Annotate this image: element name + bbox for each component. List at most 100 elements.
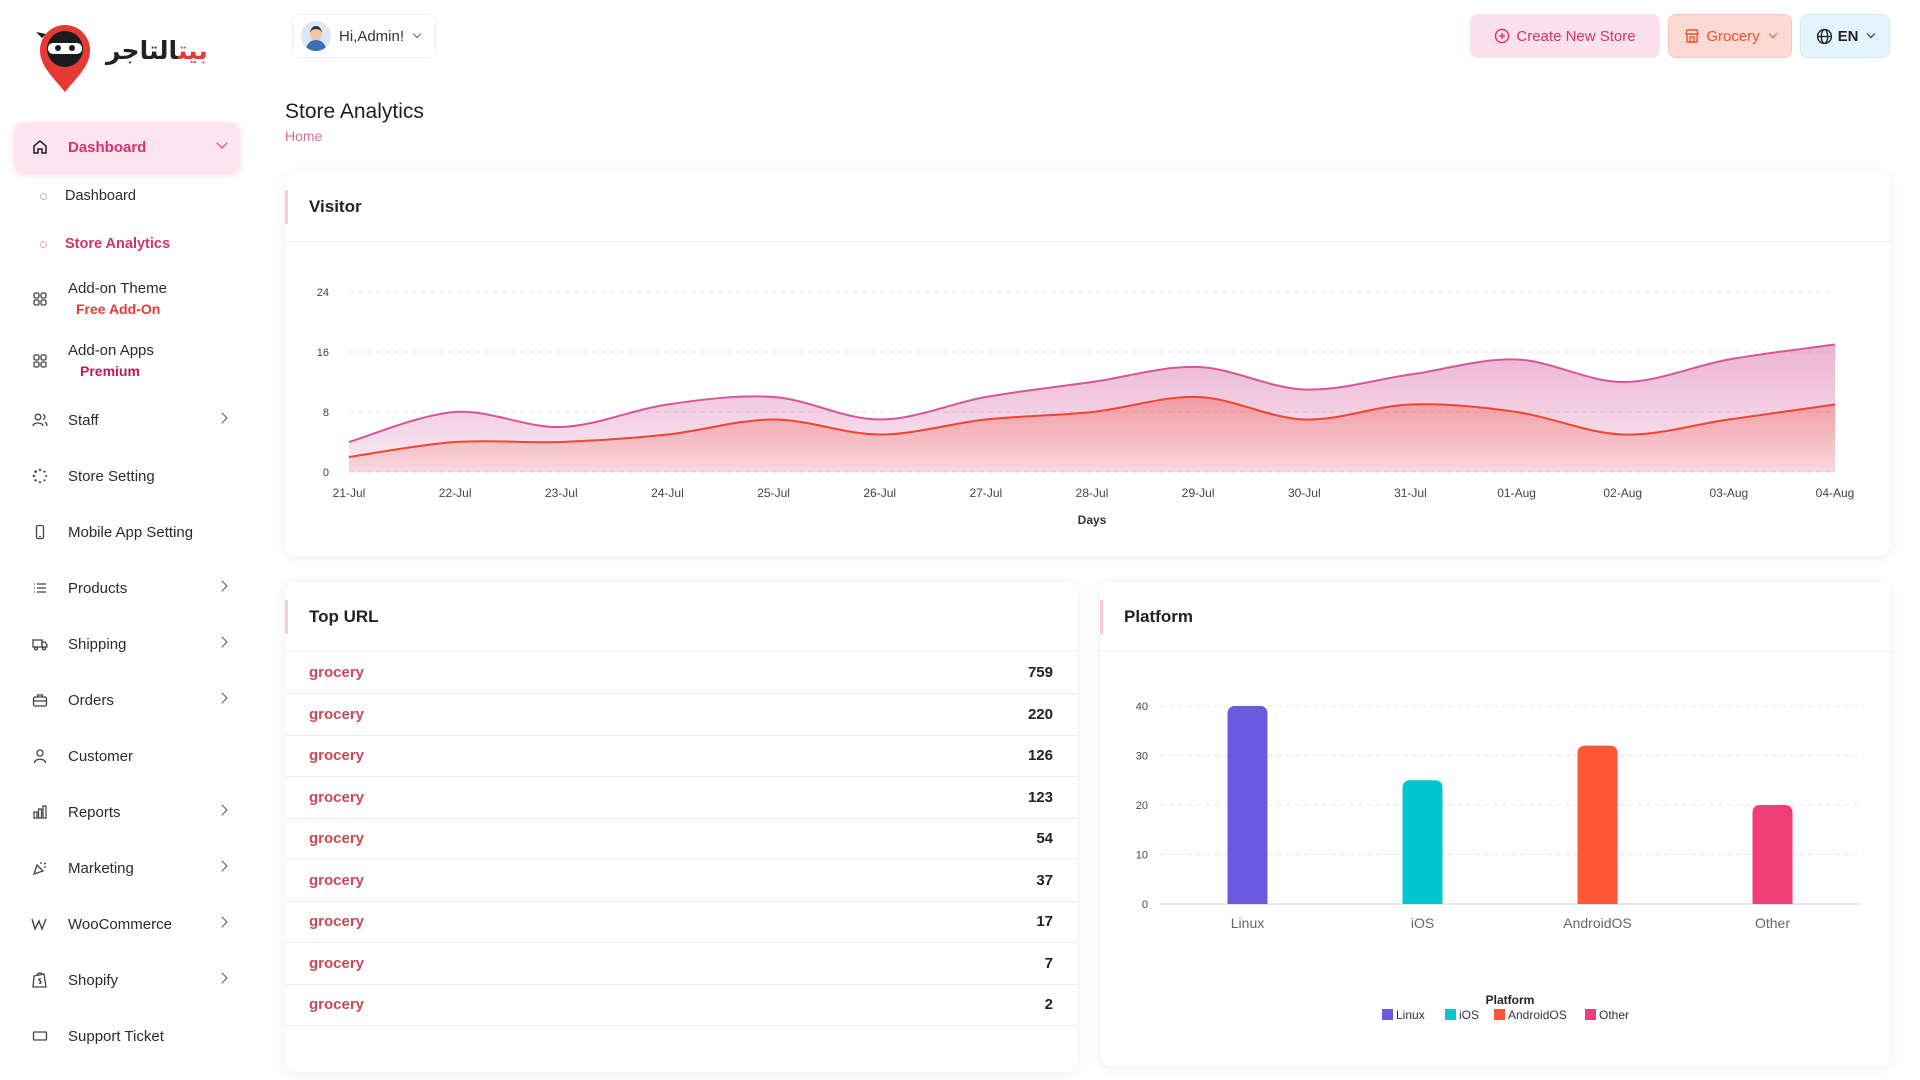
url-link[interactable]: grocery	[309, 788, 365, 806]
home-icon	[30, 137, 50, 157]
series-area	[349, 396, 1835, 472]
y-tick-label: 30	[1136, 751, 1148, 763]
sidebar-item-label: Shipping	[68, 635, 127, 653]
url-link[interactable]: grocery	[309, 664, 365, 681]
table-row: grocery 759	[285, 652, 1077, 694]
url-link[interactable]: grocery	[309, 747, 365, 765]
sidebar-item-customer[interactable]: Customer	[14, 728, 240, 784]
x-tick-label: 23-Jul	[545, 486, 578, 500]
y-tick-label: 0	[323, 467, 329, 479]
sidebar: بيتالتاجر Dashboard Dashboard Store Anal…	[0, 0, 254, 1080]
sidebar-item-label: Reports	[68, 803, 121, 821]
brand-name-dark: التاجر	[106, 36, 178, 65]
x-tick-label: 30-Jul	[1288, 486, 1321, 500]
user-menu-button[interactable]: Hi,Admin!	[292, 14, 436, 58]
chevron-right-icon	[216, 692, 228, 704]
table-row: grocery 220	[285, 694, 1077, 735]
table-row: grocery 126	[285, 735, 1077, 777]
brand-logo[interactable]: بيتالتاجر	[34, 18, 214, 94]
y-tick-label: 0	[1142, 899, 1148, 911]
chevron-right-icon	[216, 804, 228, 816]
sidebar-subitem-store-analytics[interactable]: Store Analytics	[14, 220, 240, 268]
url-link[interactable]: grocery	[309, 871, 365, 889]
plus-circle-icon	[1495, 28, 1510, 44]
circle-bullet-icon	[40, 192, 47, 200]
create-new-store-button[interactable]: Create New Store	[1470, 14, 1660, 58]
x-tick-label: 22-Jul	[439, 486, 472, 500]
sidebar-item-shipping[interactable]: Shipping	[14, 616, 240, 672]
sidebar-item-mobile-app-setting[interactable]: Mobile App Setting	[14, 504, 240, 560]
url-link[interactable]: grocery	[309, 705, 365, 723]
sidebar-item-label: Store Setting	[68, 467, 155, 485]
url-link[interactable]: grocery	[309, 913, 365, 931]
top-url-table: grocery 759 grocery 220 grocery 126 grocery…	[285, 652, 1077, 1026]
avatar	[301, 21, 331, 51]
briefcase-icon	[30, 690, 50, 710]
y-tick-label: 8	[323, 407, 329, 419]
chevron-down-icon	[1768, 29, 1777, 39]
chevron-right-icon	[216, 580, 228, 592]
visitor-area-chart: 0 8 16 24 21-Jul 22-Jul 23-Jul 24-Jul 25-Jul 26-J…	[317, 287, 1855, 527]
sidebar-item-woocommerce[interactable]: WooCommerce	[14, 896, 240, 952]
sidebar-item-label: Customer	[68, 747, 134, 765]
sidebar-item-shopify[interactable]: Shopify	[14, 952, 240, 1008]
platform-card-title: Platform	[1100, 582, 1890, 652]
bar-androidos	[1577, 745, 1618, 904]
free-addon-badge: Free Add-On	[76, 301, 161, 317]
sidebar-item-marketing[interactable]: Marketing	[14, 840, 240, 896]
url-link[interactable]: grocery	[309, 996, 365, 1014]
chevron-down-icon	[216, 137, 228, 149]
x-tick-label: 01-Aug	[1497, 486, 1536, 500]
sidebar-item-staff[interactable]: Staff	[14, 392, 240, 448]
apps-grid-icon	[30, 289, 50, 309]
legend-label: Linux	[1396, 1008, 1425, 1022]
x-tick-label: Linux	[1231, 915, 1264, 931]
x-tick-label: 29-Jul	[1182, 486, 1215, 500]
sidebar-item-text: Add-on Apps Premium	[68, 340, 154, 382]
truck-icon	[30, 634, 50, 654]
legend-swatch	[1585, 1009, 1596, 1020]
url-link[interactable]: grocery	[309, 954, 365, 972]
sidebar-item-store-setting[interactable]: Store Setting	[14, 448, 240, 504]
sidebar-item-addon-theme[interactable]: Add-on Theme Free Add-On	[14, 268, 240, 330]
url-link[interactable]: grocery	[309, 830, 365, 848]
brand-name-red: بيت	[177, 36, 208, 65]
sidebar-item-products[interactable]: Products	[14, 560, 240, 616]
chart-legend: Linux iOS AndroidOS Other	[1382, 1008, 1629, 1022]
language-selector-dropdown[interactable]: EN	[1800, 14, 1890, 58]
url-count: 759	[1027, 664, 1053, 681]
chevron-right-icon	[216, 860, 228, 872]
language-label: EN	[1837, 27, 1859, 45]
sidebar-item-reports[interactable]: Reports	[14, 784, 240, 840]
sidebar-item-dashboard[interactable]: Dashboard	[14, 122, 240, 172]
store-selector-label: Grocery	[1706, 27, 1760, 45]
list-icon	[30, 578, 50, 598]
sidebar-item-label: WooCommerce	[68, 915, 172, 933]
settings-dots-icon	[30, 466, 50, 486]
sidebar-item-addon-apps[interactable]: Add-on Apps Premium	[14, 330, 240, 392]
breadcrumb[interactable]: Home	[285, 128, 323, 144]
sidebar-subitem-label: Store Analytics	[65, 236, 171, 252]
store-selector-dropdown[interactable]: Grocery	[1668, 14, 1792, 58]
x-tick-label: 26-Jul	[863, 486, 896, 500]
legend-label: Other	[1599, 1008, 1629, 1022]
sidebar-item-support-ticket[interactable]: Support Ticket	[14, 1008, 240, 1064]
x-tick-label: 24-Jul	[651, 486, 684, 500]
url-count: 37	[1036, 871, 1053, 889]
table-row: grocery 2	[285, 984, 1077, 1026]
chevron-down-icon	[412, 29, 422, 39]
sidebar-item-orders[interactable]: Orders	[14, 672, 240, 728]
table-row: grocery 37	[285, 860, 1077, 901]
user-icon	[30, 746, 50, 766]
sidebar-subitem-dashboard[interactable]: Dashboard	[14, 172, 240, 220]
users-icon	[30, 410, 50, 430]
url-count: 126	[1027, 747, 1053, 765]
x-tick-label: 02-Aug	[1603, 486, 1642, 500]
x-axis-label: Days	[1078, 513, 1107, 527]
shopify-icon	[30, 970, 50, 990]
x-tick-label: 28-Jul	[1076, 486, 1109, 500]
visitor-card-title: Visitor	[285, 172, 1890, 242]
platform-card: Platform 0 10 20 30 40 Linux iOS AndroidOS Other…	[1100, 582, 1890, 1066]
ticket-icon	[30, 1026, 50, 1046]
